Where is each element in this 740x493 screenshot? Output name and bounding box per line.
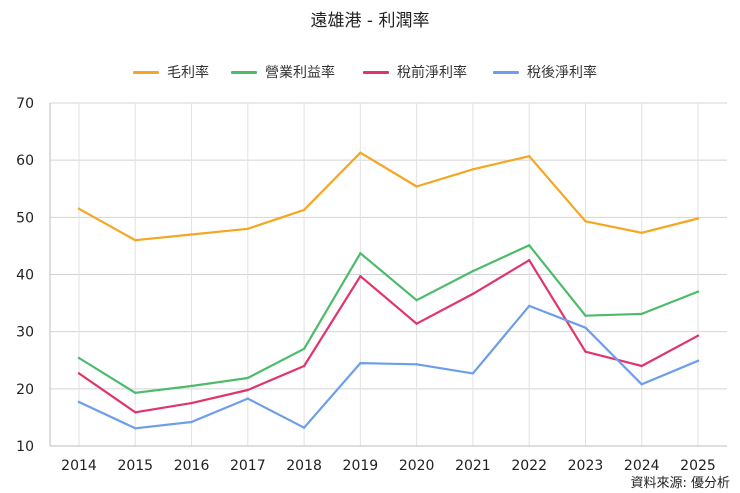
legend-label: 稅後淨利率 bbox=[527, 65, 597, 81]
x-tick-label: 2020 bbox=[399, 458, 435, 474]
data-point bbox=[190, 384, 193, 388]
legend-swatch bbox=[133, 70, 159, 74]
data-point bbox=[246, 397, 250, 400]
y-tick-label: 60 bbox=[16, 153, 34, 169]
x-tick-label: 2015 bbox=[117, 458, 153, 474]
legend-label: 營業利益率 bbox=[265, 65, 335, 81]
data-point bbox=[640, 364, 643, 368]
data-point bbox=[471, 168, 475, 171]
chart-title: 遠雄港 - 利潤率 bbox=[310, 11, 430, 31]
legend-swatch bbox=[363, 70, 389, 74]
data-point bbox=[246, 388, 250, 392]
data-point bbox=[584, 326, 587, 329]
x-tick-label: 2016 bbox=[174, 458, 210, 474]
series-line-1 bbox=[77, 151, 700, 242]
data-point bbox=[190, 420, 193, 424]
x-tick-label: 2019 bbox=[343, 458, 379, 474]
data-point bbox=[527, 154, 531, 158]
data-point bbox=[134, 239, 137, 242]
legend: 毛利率 營業利益率 稅前淨利率 稅後淨利率 bbox=[0, 62, 740, 82]
y-tick-label: 50 bbox=[16, 210, 34, 226]
legend-swatch bbox=[231, 70, 257, 74]
legend-item: 稅後淨利率 bbox=[493, 62, 597, 82]
data-point bbox=[527, 259, 531, 262]
x-tick-label: 2024 bbox=[624, 458, 660, 474]
data-point bbox=[190, 401, 193, 405]
y-tick-label: 20 bbox=[16, 382, 34, 398]
data-point bbox=[696, 359, 700, 363]
data-point bbox=[640, 312, 643, 316]
x-tick-label: 2023 bbox=[568, 458, 604, 474]
data-point bbox=[302, 208, 306, 212]
data-point bbox=[134, 427, 137, 430]
series-line-2 bbox=[77, 244, 700, 394]
data-point bbox=[246, 227, 250, 230]
x-tick-label: 2021 bbox=[455, 458, 491, 474]
data-point bbox=[696, 290, 700, 293]
y-tick-label: 70 bbox=[16, 96, 34, 112]
y-tick-label: 10 bbox=[16, 439, 34, 455]
legend-swatch bbox=[493, 70, 519, 74]
x-tick-label: 2018 bbox=[286, 458, 322, 474]
data-point bbox=[415, 185, 418, 188]
x-tick-label: 2025 bbox=[680, 458, 716, 474]
legend-item: 毛利率 bbox=[133, 62, 209, 82]
data-point bbox=[640, 231, 643, 234]
y-tick-label: 30 bbox=[16, 325, 34, 341]
data-point bbox=[77, 356, 81, 360]
data-point bbox=[471, 292, 475, 296]
series-line-4 bbox=[77, 304, 700, 430]
data-point bbox=[134, 391, 137, 395]
data-point bbox=[584, 314, 587, 317]
data-point bbox=[527, 304, 531, 308]
data-point bbox=[471, 269, 475, 273]
data-point bbox=[696, 217, 700, 220]
legend-label: 稅前淨利率 bbox=[397, 65, 467, 81]
data-point bbox=[415, 322, 418, 325]
data-point bbox=[359, 275, 362, 278]
series-line-3 bbox=[77, 259, 700, 414]
data-point bbox=[246, 376, 250, 380]
data-point bbox=[77, 207, 81, 210]
x-tick-label: 2022 bbox=[511, 458, 547, 474]
data-point bbox=[527, 244, 531, 247]
data-point bbox=[584, 220, 587, 223]
data-point bbox=[302, 426, 306, 429]
data-point bbox=[359, 151, 362, 154]
data-point bbox=[77, 372, 81, 375]
data-point bbox=[471, 372, 475, 375]
source-note: 資料來源: 優分析 bbox=[630, 476, 730, 491]
data-point bbox=[415, 363, 418, 366]
data-point bbox=[302, 364, 306, 368]
data-point bbox=[190, 233, 193, 236]
legend-item: 稅前淨利率 bbox=[363, 62, 467, 82]
data-point bbox=[584, 350, 587, 353]
x-tick-label: 2014 bbox=[61, 458, 97, 474]
legend-label: 毛利率 bbox=[167, 65, 209, 81]
data-point bbox=[415, 299, 418, 302]
x-tick-label: 2017 bbox=[230, 458, 266, 474]
data-point bbox=[134, 411, 137, 414]
data-point bbox=[696, 334, 700, 337]
data-point bbox=[640, 383, 643, 386]
data-point bbox=[77, 400, 81, 404]
data-point bbox=[359, 361, 362, 365]
legend-item: 營業利益率 bbox=[231, 62, 335, 82]
data-point bbox=[302, 347, 306, 351]
data-point bbox=[359, 252, 362, 255]
y-tick-label: 40 bbox=[16, 268, 34, 284]
